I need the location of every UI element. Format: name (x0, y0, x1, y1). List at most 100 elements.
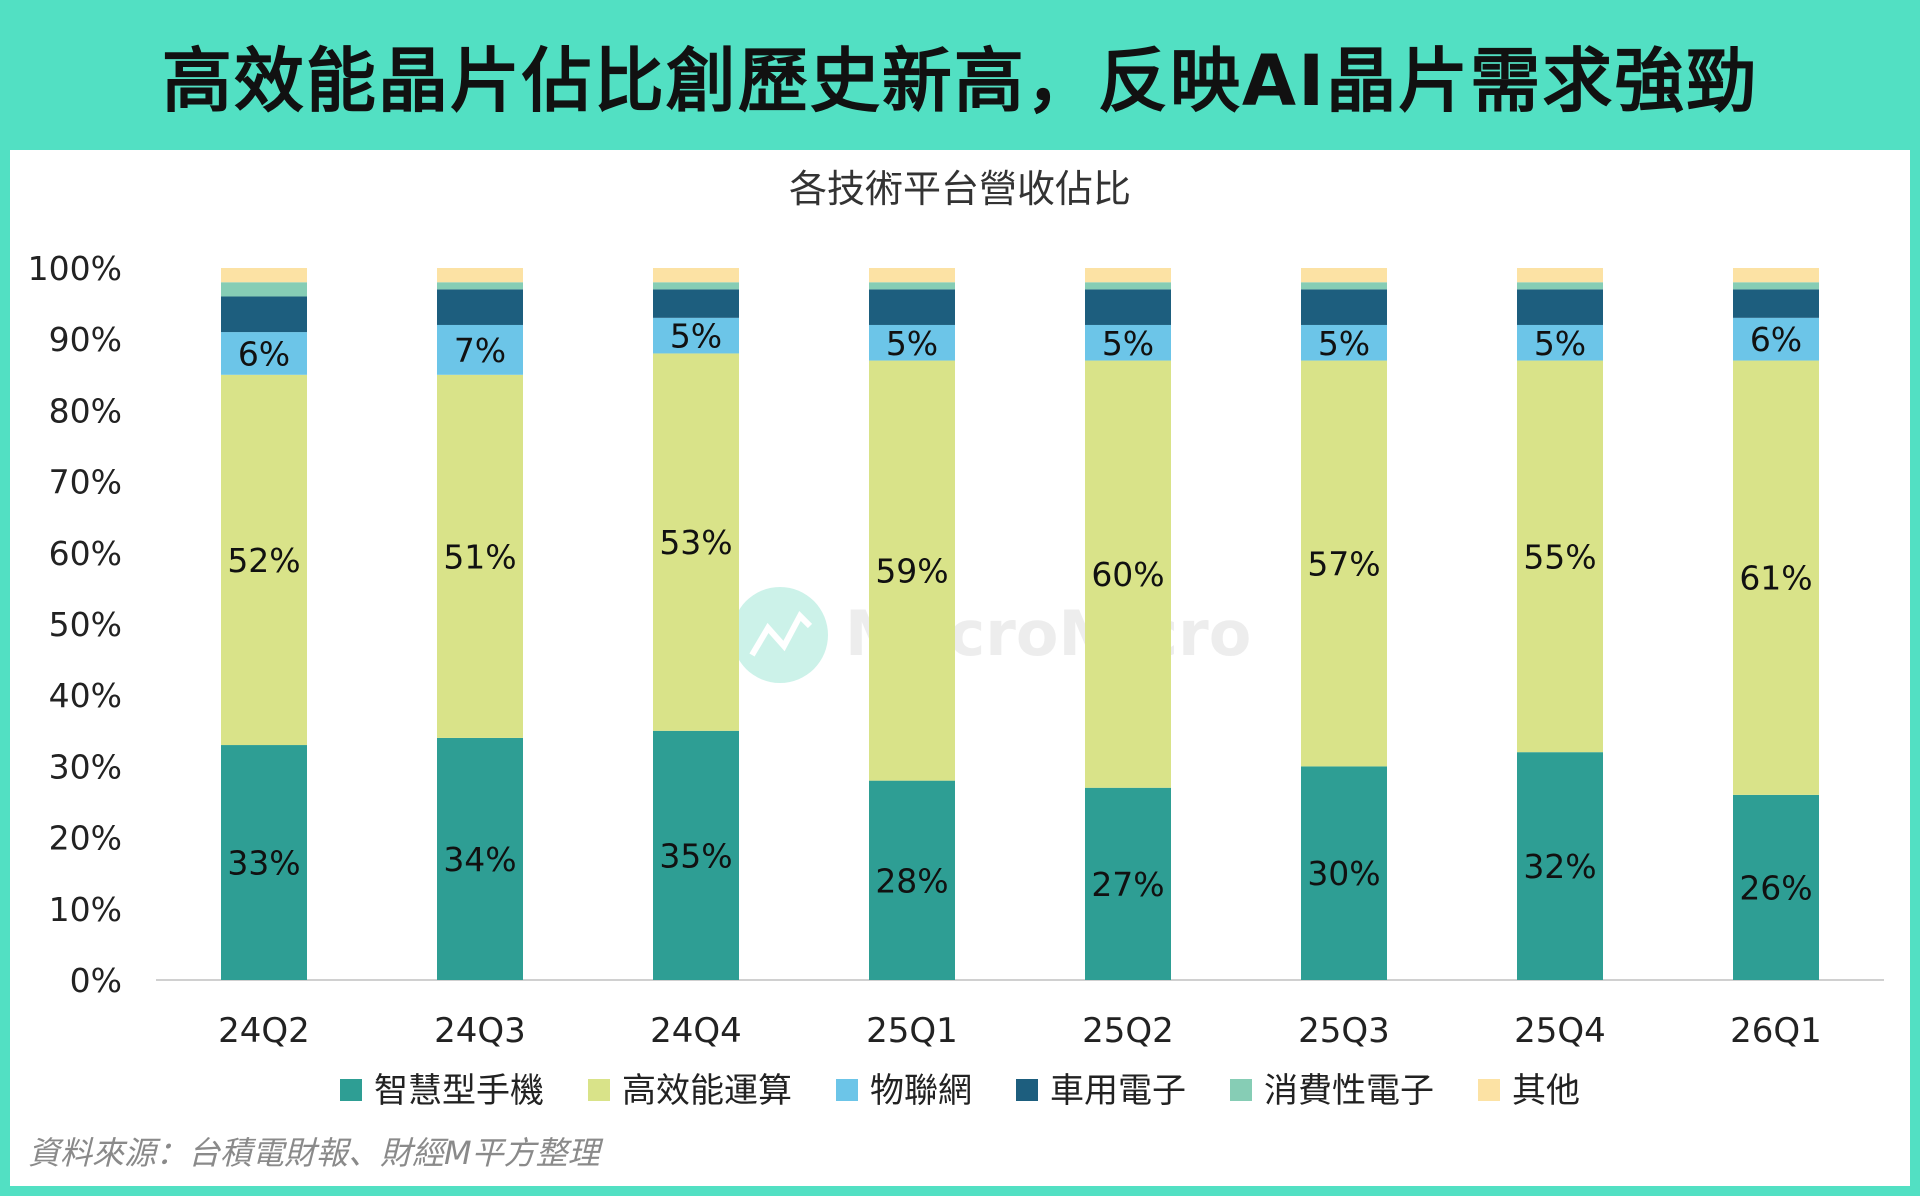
data-label: 5% (1102, 324, 1154, 363)
legend-swatch (1016, 1079, 1038, 1101)
legend-swatch (1478, 1079, 1500, 1101)
y-tick-label: 60% (49, 534, 122, 573)
chart-title: 各技術平台營收佔比 (789, 167, 1131, 211)
bar-segment (1085, 787, 1171, 980)
stacked-bar-chart: MacroMicro 各技術平台營收佔比 0% 10% 20% 30% 40% 50% 60% 7… (28, 167, 1884, 1111)
bar-segment (869, 360, 955, 781)
bar-segment (1517, 268, 1603, 283)
data-label: 5% (670, 317, 722, 356)
bar-segment (653, 282, 739, 290)
bar-segment (1733, 282, 1819, 290)
data-label: 30% (1307, 854, 1380, 893)
bar-segment (869, 289, 955, 325)
data-label: 32% (1523, 847, 1596, 886)
bar-segment (221, 374, 307, 746)
legend-swatch (588, 1079, 610, 1101)
x-tick-label: 26Q1 (1730, 1011, 1822, 1051)
data-label: 59% (875, 552, 948, 591)
x-tick-label: 25Q3 (1298, 1011, 1390, 1051)
legend-label: 智慧型手機 (374, 1071, 544, 1111)
data-label: 5% (1318, 324, 1370, 363)
bar-segment (1517, 360, 1603, 753)
data-label: 57% (1307, 544, 1380, 583)
source-note: 資料來源：台積電財報、財經M平方整理 (28, 1134, 600, 1172)
legend-swatch (836, 1079, 858, 1101)
bar-segment (437, 268, 523, 283)
bar-segment (437, 289, 523, 325)
bar-segment (1301, 268, 1387, 283)
data-label: 33% (227, 844, 300, 883)
bar-segment (1301, 324, 1387, 361)
x-tick-label: 24Q3 (434, 1011, 526, 1051)
y-tick-label: 100% (28, 249, 122, 288)
bar-segment (1517, 324, 1603, 361)
title-banner: 高效能晶片佔比創歷史新高，反映AI晶片需求強勁 (0, 0, 1920, 150)
legend-swatch (340, 1079, 362, 1101)
x-tick-label: 25Q4 (1514, 1011, 1606, 1051)
legend-label: 消費性電子 (1264, 1071, 1434, 1111)
y-tick-label: 30% (49, 747, 122, 786)
bar-segment (437, 374, 523, 738)
bar-segment (1085, 324, 1171, 361)
bar-segment (1517, 282, 1603, 290)
bar-segment (1085, 289, 1171, 325)
bar-segment (437, 324, 523, 375)
x-tick-label: 24Q2 (218, 1011, 310, 1051)
watermark-logo-icon (732, 587, 828, 683)
x-tick-label: 24Q4 (650, 1011, 742, 1051)
bar-segment (221, 745, 307, 980)
bar-segment (221, 268, 307, 283)
watermark-logo-line (749, 611, 813, 657)
bar-segment (437, 737, 523, 980)
page-title: 高效能晶片佔比創歷史新高，反映AI晶片需求強勁 (161, 39, 1759, 122)
bar-segment (1301, 360, 1387, 767)
data-label: 7% (454, 331, 506, 370)
data-label: 6% (238, 334, 290, 373)
bar-segment (1085, 360, 1171, 788)
bar-segment (869, 324, 955, 361)
bar-segment (1733, 794, 1819, 980)
bar-segment (437, 282, 523, 290)
y-tick-label: 40% (49, 676, 122, 715)
bar-segment (1517, 289, 1603, 325)
bar-segment (869, 268, 955, 283)
data-label: 34% (443, 840, 516, 879)
bar-segment (1733, 317, 1819, 361)
legend-swatch (1230, 1079, 1252, 1101)
data-label: 5% (886, 324, 938, 363)
x-tick-label: 25Q2 (1082, 1011, 1174, 1051)
data-label: 28% (875, 861, 948, 900)
legend-label: 高效能運算 (622, 1071, 792, 1111)
bar-segment (869, 780, 955, 980)
y-tick-label: 80% (49, 391, 122, 430)
legend-label: 物聯網 (870, 1071, 972, 1111)
y-tick-label: 20% (49, 819, 122, 858)
bar-segment (653, 353, 739, 731)
bar-segment (653, 317, 739, 354)
bar-segment (653, 730, 739, 980)
bar-segment (1517, 752, 1603, 980)
legend-label: 其他 (1512, 1071, 1580, 1111)
data-label: 35% (659, 836, 732, 875)
data-label: 52% (227, 541, 300, 580)
bar-segment (869, 282, 955, 290)
data-label: 61% (1739, 559, 1812, 598)
legend-label: 車用電子 (1050, 1071, 1186, 1111)
bar-segment (1733, 360, 1819, 795)
data-label: 55% (1523, 537, 1596, 576)
bar-segment (221, 332, 307, 375)
bar-segment (653, 268, 739, 283)
data-label: 53% (659, 523, 732, 562)
bar-segment (1301, 282, 1387, 290)
bar-segment (1085, 282, 1171, 290)
bar-segment (1085, 268, 1171, 283)
bar-segment (653, 289, 739, 318)
bar-segment (1301, 289, 1387, 325)
data-label: 5% (1534, 324, 1586, 363)
data-label: 60% (1091, 555, 1164, 594)
data-label: 26% (1739, 868, 1812, 907)
watermark: MacroMicro (732, 587, 1251, 683)
bar-segment (221, 282, 307, 297)
y-tick-label: 50% (49, 605, 122, 644)
bar-segment (1301, 766, 1387, 980)
